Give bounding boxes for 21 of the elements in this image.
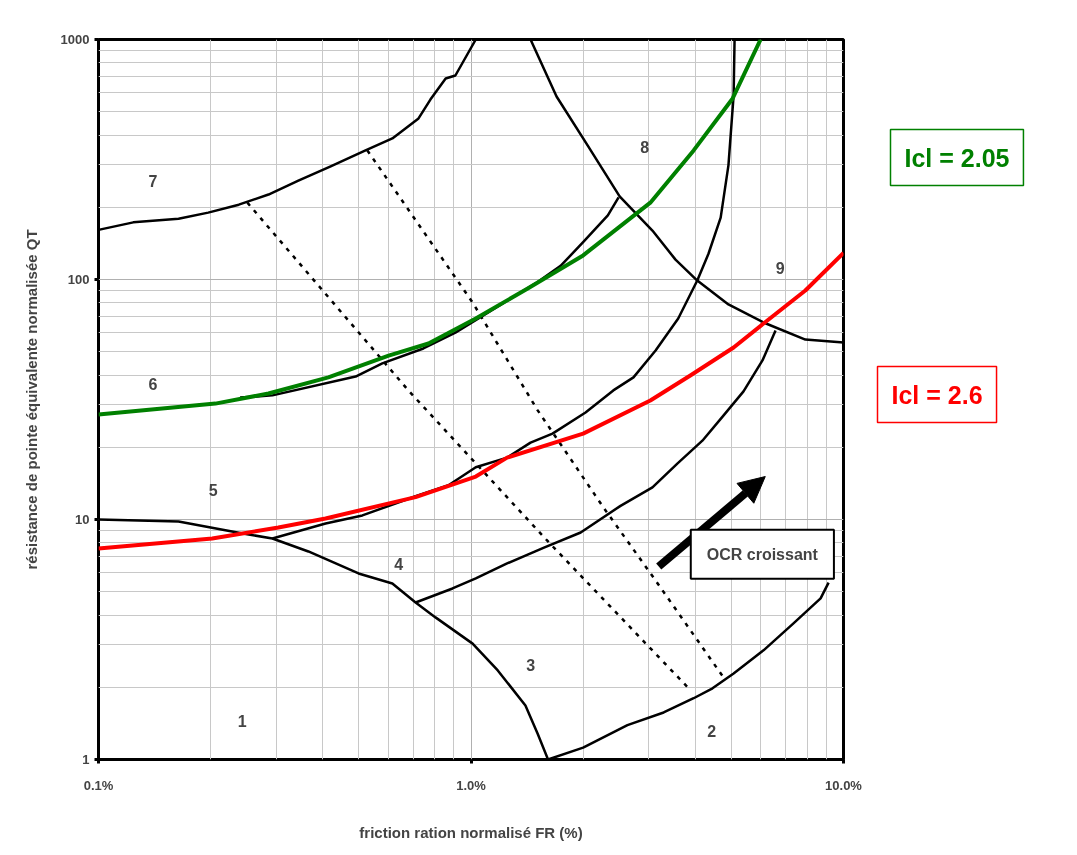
- annotation: OCR croissant: [706, 545, 819, 563]
- y-tick-label: 1000: [60, 32, 90, 47]
- y-axis-title: résistance de pointe équivalente normalisée QT: [22, 229, 40, 570]
- annotation: 2: [707, 722, 717, 740]
- x-tick-label: 0.1%: [83, 777, 114, 793]
- x-tick-label: 10.0%: [825, 777, 863, 793]
- annotation: 1: [237, 712, 247, 730]
- annotation: 3: [526, 657, 536, 675]
- text: Icl = 2.6: [891, 380, 983, 409]
- annotation: 6: [148, 376, 158, 394]
- annotation: 5: [208, 481, 218, 499]
- y-tick-label: 100: [67, 272, 90, 287]
- annotation: 7: [148, 173, 158, 191]
- y-tick-label: 1: [82, 752, 90, 767]
- annotation: 4: [394, 556, 404, 574]
- y-tick-label: 10: [75, 512, 90, 527]
- x-tick-label: 1.0%: [456, 777, 487, 793]
- annotation: 8: [640, 138, 650, 156]
- text: Icl = 2.05: [904, 143, 1010, 172]
- annotation: 9: [775, 260, 785, 278]
- x-axis-title: friction ration normalisé FR (%): [359, 823, 583, 841]
